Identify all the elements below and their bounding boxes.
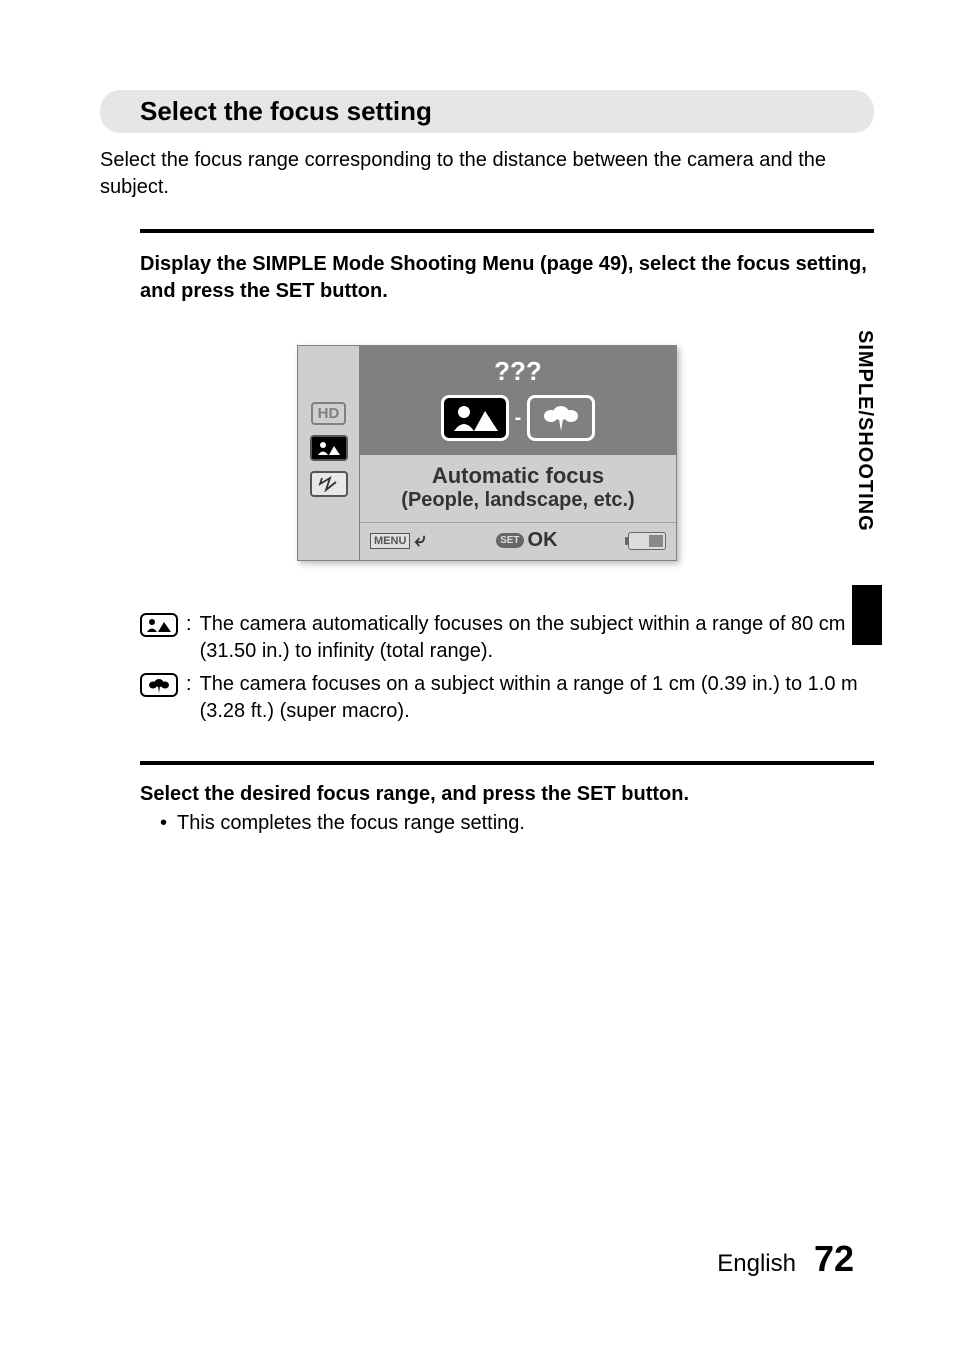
footer-language: English — [717, 1250, 796, 1278]
section-heading: Select the focus setting — [100, 90, 874, 133]
mode-separator: - — [515, 407, 522, 430]
intro-text: Select the focus range corresponding to … — [100, 147, 874, 201]
divider — [140, 761, 874, 765]
macro-focus-icon — [527, 395, 595, 441]
bullet: • — [160, 812, 167, 835]
set-badge: SET — [496, 533, 523, 548]
flower-macro-icon — [140, 673, 178, 697]
auto-focus-icon — [441, 395, 509, 441]
menu-return-indicator: MENU ⤶ — [370, 529, 426, 552]
mode-label-line2: (People, landscape, etc.) — [366, 489, 670, 512]
auto-focus-description: The camera automatically focuses on the … — [200, 611, 874, 665]
step1-text: Display the SIMPLE Mode Shooting Menu (p… — [140, 251, 874, 305]
people-landscape-side-icon — [310, 435, 348, 461]
colon: : — [186, 671, 192, 725]
battery-icon — [628, 532, 666, 550]
divider — [140, 229, 874, 233]
bullet-text: This completes the focus range setting. — [177, 812, 525, 835]
mode-label-line1: Automatic focus — [366, 463, 670, 489]
return-icon: ⤶ — [414, 529, 425, 552]
page-number: 72 — [814, 1238, 854, 1280]
menu-label: MENU — [370, 533, 410, 549]
flash-side-icon — [310, 471, 348, 497]
camera-screen: HD ??? — [297, 345, 677, 561]
section-tab-marker — [852, 585, 882, 645]
colon: : — [186, 611, 192, 665]
screen-title: ??? — [368, 356, 668, 387]
ok-label: OK — [528, 529, 558, 552]
hd-badge: HD — [311, 402, 347, 425]
macro-focus-description: The camera focuses on a subject within a… — [200, 671, 874, 725]
mode-selector: - — [368, 395, 668, 441]
step2-text: Select the desired focus range, and pres… — [140, 783, 874, 806]
screen-sidebar: HD — [298, 346, 360, 560]
people-landscape-icon — [140, 613, 178, 637]
section-tab: SIMPLE/SHOOTING — [853, 330, 876, 532]
set-ok-indicator: SET OK — [496, 529, 557, 552]
